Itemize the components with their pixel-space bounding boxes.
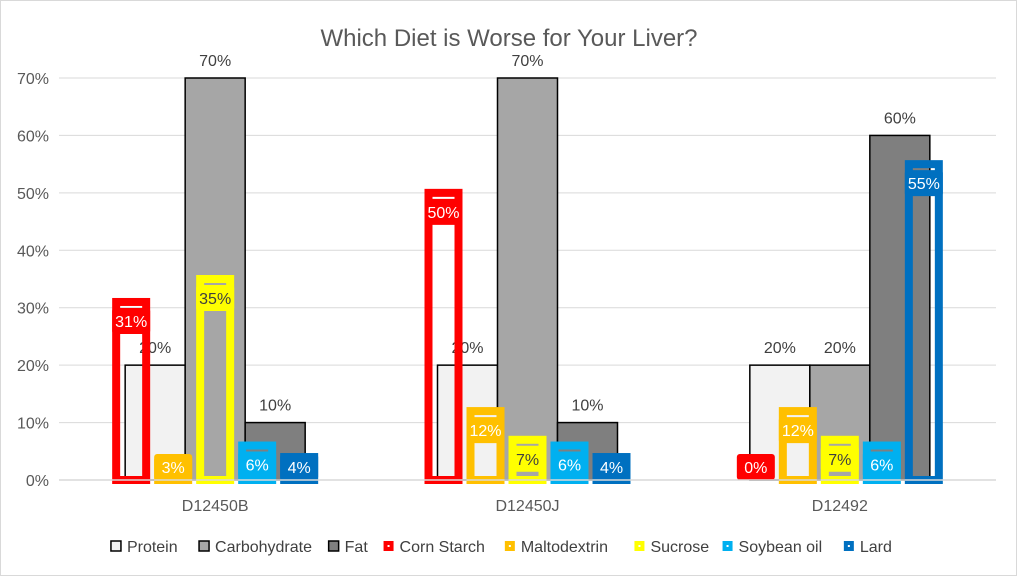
label-badge-lard-d12492: [904, 170, 943, 197]
data-label-fat-d12450b: 10%: [259, 398, 291, 415]
legend-label: Carbohydrate: [215, 539, 312, 556]
label-badge-corn-starch-d12450b: [112, 307, 151, 334]
data-label-carbohydrate-d12450b: 70%: [199, 53, 231, 70]
label-badge-sucrose-d12450b: [196, 285, 235, 311]
label-badge-corn-starch-d12492: [736, 454, 775, 480]
ingredient-bars: 31% 3% 35% 6% 4% 50% 12% 7% 6% 4% 0% 12% 7% 6% 55%: [112, 160, 943, 485]
data-label-lard-d12450b: 4%: [288, 460, 311, 477]
x-tick-label: D12492: [812, 498, 868, 515]
legend-swatch-dot: [508, 545, 511, 547]
legend-item-protein: Protein: [110, 539, 178, 556]
data-label-corn-starch-d12450j: 50%: [427, 205, 459, 222]
label-badge-maltodextrin-d12450b: [154, 454, 193, 480]
legend-item-corn-starch: Corn Starch: [383, 539, 485, 556]
legend-label: Maltodextrin: [521, 539, 608, 556]
data-label-corn-starch-d12492: 0%: [744, 460, 767, 477]
y-tick-label: 20%: [17, 358, 49, 375]
legend-item-lard: Lard: [843, 539, 892, 556]
legend-swatch-dot: [847, 545, 850, 547]
legend-swatch-dot: [638, 545, 641, 547]
label-badge-lard-d12450j: [592, 454, 631, 480]
legend-item-sucrose: Sucrose: [634, 539, 709, 556]
label-badge-soybean-oil-d12450b: [238, 451, 277, 478]
legend-swatch-dot: [387, 545, 390, 547]
label-badge-corn-starch-d12450j: [424, 198, 463, 225]
label-badge-maltodextrin-d12492: [778, 417, 817, 444]
data-label-soybean-oil-d12450b: 6%: [246, 458, 269, 475]
data-label-carbohydrate-d12450j: 70%: [511, 53, 543, 70]
legend-item-maltodextrin: Maltodextrin: [504, 539, 608, 556]
label-badge-soybean-oil-d12492: [862, 451, 901, 478]
legend-label: Protein: [127, 539, 178, 556]
chart-title: Which Diet is Worse for Your Liver?: [320, 25, 697, 52]
y-tick-label: 70%: [17, 71, 49, 88]
x-tick-label: D12450B: [182, 498, 249, 515]
label-badge-sucrose-d12450j: [508, 445, 547, 472]
data-label-lard-d12450j: 4%: [600, 460, 623, 477]
x-tick-label: D12450J: [495, 498, 559, 515]
data-label-maltodextrin-d12492: 12%: [782, 423, 814, 440]
legend-item-fat: Fat: [327, 539, 369, 556]
legend-item-soybean-oil: Soybean oil: [722, 539, 823, 556]
x-axis: D12450B D12450J D12492: [59, 479, 996, 515]
data-label-carbohydrate-d12492: 20%: [824, 340, 856, 357]
legend-swatch-dot: [726, 545, 729, 547]
legend-label: Corn Starch: [400, 539, 485, 556]
y-tick-label: 30%: [17, 301, 49, 318]
label-badge-lard-d12450b: [280, 454, 319, 480]
label-badge-maltodextrin-d12450j: [466, 417, 505, 444]
legend-item-carbohydrate: Carbohydrate: [198, 539, 312, 556]
legend-swatch: [327, 540, 340, 552]
data-label-sucrose-d12450b: 35%: [199, 291, 231, 308]
legend: Protein Carbohydrate Fat Corn Starch Maltode…: [110, 539, 892, 556]
legend-label: Sucrose: [650, 539, 709, 556]
data-label-maltodextrin-d12450b: 3%: [162, 460, 185, 477]
data-label-lard-d12492: 55%: [908, 176, 940, 193]
y-tick-label: 0%: [26, 473, 49, 490]
legend-label: Fat: [345, 539, 369, 556]
data-label-soybean-oil-d12450j: 6%: [558, 458, 581, 475]
label-badge-soybean-oil-d12450j: [550, 451, 589, 478]
label-badge-sucrose-d12492: [820, 445, 859, 472]
data-label-corn-starch-d12450b: 31%: [115, 314, 147, 331]
y-tick-label: 40%: [17, 243, 49, 260]
data-label-maltodextrin-d12450j: 12%: [469, 423, 501, 440]
legend-swatch: [198, 540, 210, 552]
data-label-fat-d12492: 60%: [884, 110, 916, 127]
y-axis: 0% 10% 20% 30% 40% 50% 60% 70%: [17, 71, 49, 490]
bar-carbohydrate-d12450j: [496, 77, 559, 481]
data-label-fat-d12450j: 10%: [571, 398, 603, 415]
legend-label: Soybean oil: [739, 539, 823, 556]
data-label-sucrose-d12492: 7%: [828, 452, 851, 469]
legend-label: Lard: [860, 539, 892, 556]
data-label-soybean-oil-d12492: 6%: [870, 458, 893, 475]
y-tick-label: 10%: [17, 416, 49, 433]
data-label-protein-d12492: 20%: [764, 340, 796, 357]
y-tick-label: 60%: [17, 128, 49, 145]
data-label-sucrose-d12450j: 7%: [516, 452, 539, 469]
y-tick-label: 50%: [17, 186, 49, 203]
legend-swatch: [110, 540, 122, 552]
